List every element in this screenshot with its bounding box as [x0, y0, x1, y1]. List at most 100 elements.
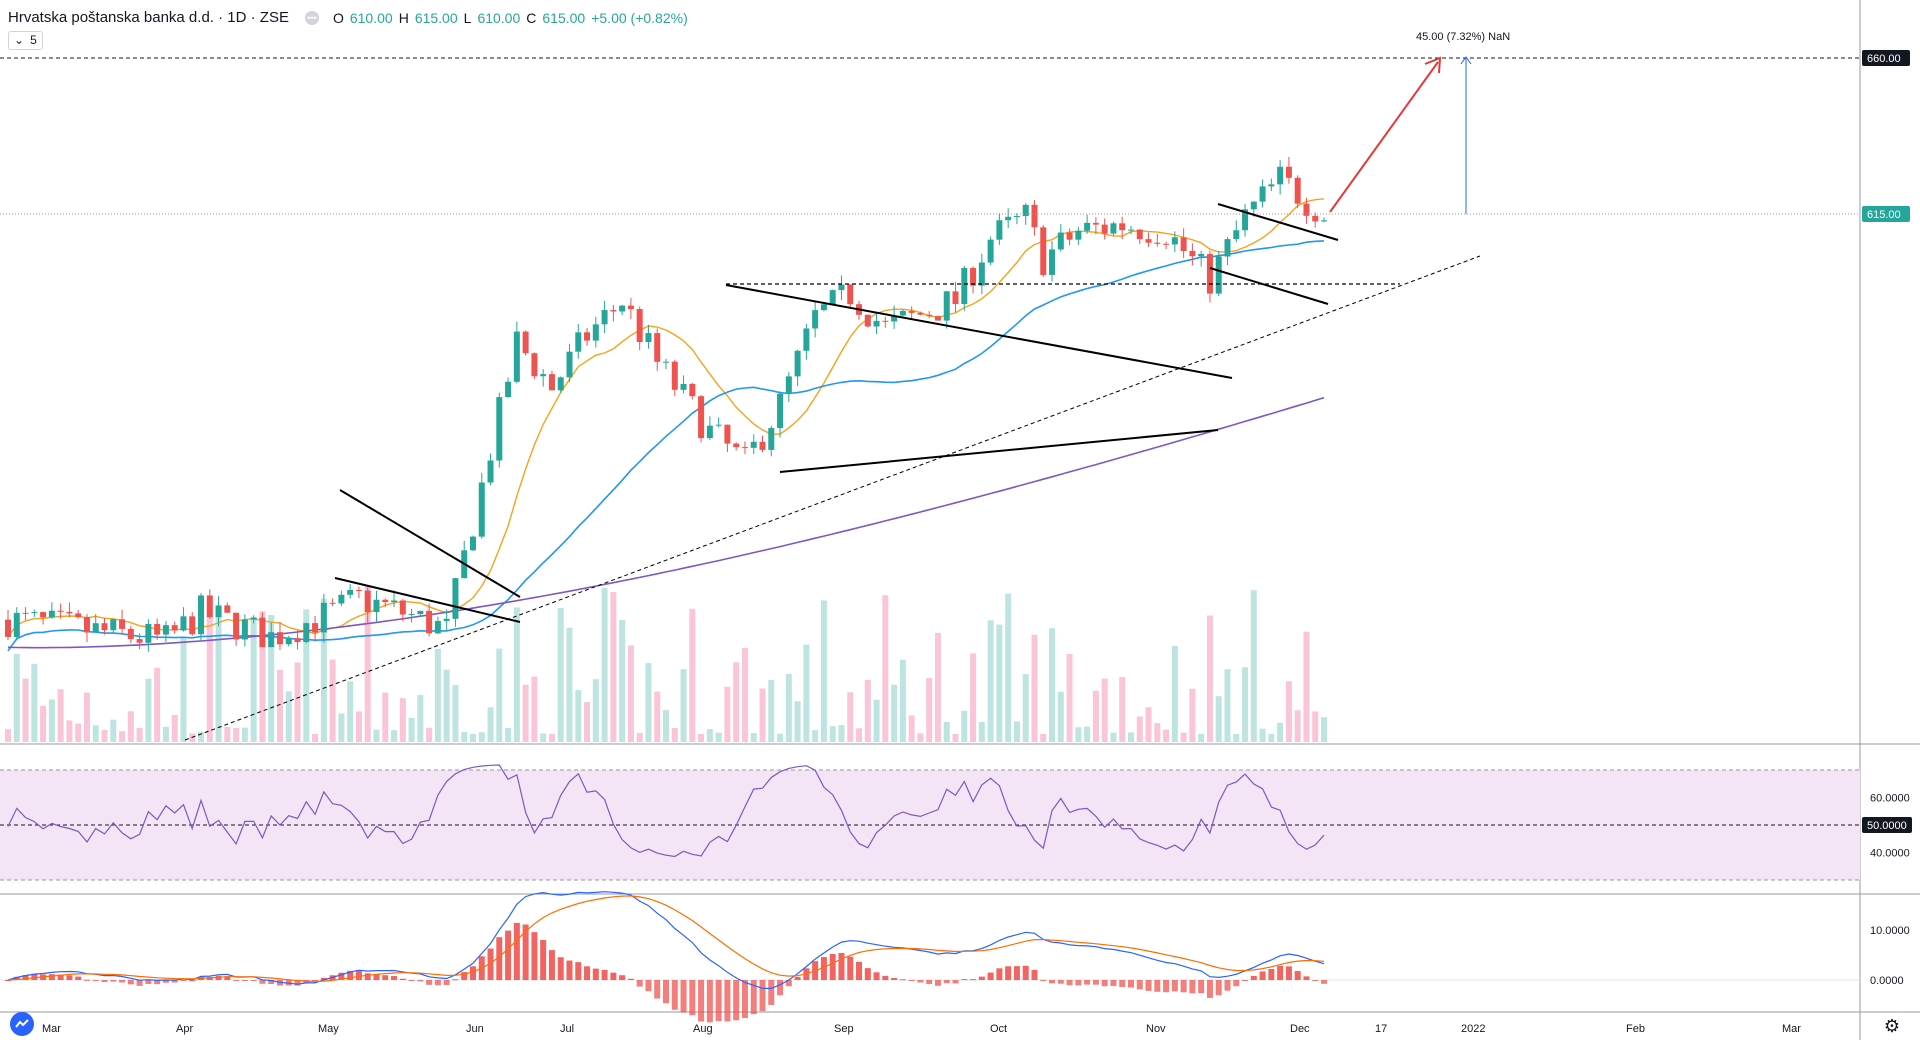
candle-body: [127, 628, 134, 640]
drawing-tools[interactable]: 45.00 (7.32%) NaN: [0, 31, 1860, 741]
candle-body: [48, 610, 55, 618]
macd-histogram-bar: [110, 980, 117, 982]
volume-bar: [119, 731, 126, 742]
volume-bar: [373, 729, 380, 742]
candle-body: [452, 578, 459, 619]
macd-histogram-bar: [241, 980, 248, 981]
macd-histogram-bar: [663, 980, 669, 1004]
candle-body: [1277, 166, 1284, 185]
volume-bar: [575, 690, 582, 742]
macd-histogram-bar: [1163, 980, 1170, 993]
macd-histogram-bar: [917, 980, 924, 983]
volume-bar: [645, 663, 652, 742]
macd-histogram-bar: [1110, 980, 1117, 986]
candle-body: [1101, 224, 1108, 234]
candle-body: [575, 332, 582, 352]
macd-histogram-bar: [259, 980, 266, 984]
candlesticks[interactable]: [5, 156, 1327, 652]
candle-body: [417, 610, 424, 615]
gear-icon[interactable]: ⚙: [1883, 1016, 1901, 1036]
candle-body: [785, 376, 792, 394]
candle-body: [1013, 216, 1020, 218]
macd-line: [7, 891, 1325, 989]
candle-body: [408, 614, 415, 616]
open-label: O: [332, 9, 344, 26]
macd-histogram-bar: [741, 980, 748, 1019]
macd-histogram-bar: [645, 980, 652, 992]
volume-bar: [934, 632, 941, 742]
volume-bar: [671, 728, 678, 742]
volume-bar: [162, 726, 169, 742]
macd-histogram-bar: [1057, 980, 1064, 984]
macd-histogram-bar: [1215, 980, 1222, 996]
indicator-toggle-button[interactable]: ⌄ 5: [8, 31, 43, 50]
macd-histogram-bar: [627, 978, 634, 980]
symbol-title[interactable]: Hrvatska poštanska banka d.d. · 1D · ZSE: [8, 9, 289, 26]
macd-histogram-bar: [426, 980, 433, 985]
candle-body: [1136, 229, 1143, 240]
high-value: 615.00: [414, 9, 458, 26]
trend-line: [1217, 203, 1339, 241]
trend-line: [334, 577, 521, 623]
candle-body: [689, 383, 696, 397]
macd-histogram-bar: [987, 972, 994, 980]
candle-body: [1005, 216, 1012, 221]
candle-body: [250, 617, 257, 620]
macd-histogram-bar: [83, 979, 90, 981]
candle-body: [338, 594, 345, 604]
candle-body: [961, 267, 968, 305]
candle-body: [75, 613, 82, 618]
more-dots-icon[interactable]: •••: [304, 10, 319, 25]
macd-histogram-bar: [233, 980, 240, 981]
macd-pane[interactable]: 10.0000 0.0000: [0, 891, 1910, 1023]
x-tick-label: Jun: [466, 1023, 484, 1035]
macd-histogram-bar: [575, 962, 582, 980]
candle-body: [399, 600, 406, 615]
volume-bar: [899, 659, 906, 742]
rsi-tick-40: 40.0000: [1870, 848, 1910, 860]
candle-body: [241, 619, 248, 640]
candle-body: [434, 621, 441, 634]
volume-bar: [320, 598, 327, 742]
macd-histogram-bar: [434, 980, 441, 986]
volume-bar: [987, 620, 994, 742]
macd-histogram-bar: [1092, 980, 1099, 985]
volume-bar: [636, 732, 643, 742]
macd-histogram-bar: [294, 980, 301, 986]
macd-histogram-bar: [522, 924, 529, 980]
volume-bar: [777, 733, 784, 742]
volume-bar: [259, 611, 266, 742]
candle-body: [1312, 215, 1319, 222]
candle-body: [391, 600, 398, 603]
high-label: H: [398, 9, 409, 26]
macd-histogram-bar: [636, 980, 643, 987]
macd-histogram-bar: [706, 980, 713, 1023]
ma-slow-line: [7, 396, 1325, 649]
macd-histogram-bar: [408, 980, 415, 981]
volume-bar: [864, 679, 871, 742]
x-tick-label: Nov: [1146, 1023, 1166, 1035]
candle-body: [66, 611, 73, 614]
macd-histogram-bar: [1233, 980, 1240, 987]
tradingview-logo-icon[interactable]: [10, 1012, 34, 1036]
candle-body: [987, 239, 994, 263]
volume-bar: [680, 669, 687, 742]
candle-body: [680, 383, 687, 390]
signal-line: [7, 895, 1325, 983]
candle-body: [706, 425, 713, 439]
volume-bar: [1136, 716, 1143, 742]
volume-bar: [13, 653, 20, 742]
macd-histogram-bar: [119, 980, 126, 983]
macd-histogram-bar: [601, 969, 608, 980]
price-label-615-bg: [1862, 206, 1910, 222]
candle-body: [978, 262, 985, 286]
symbol-header: Hrvatska poštanska banka d.d. · 1D · ZSE…: [8, 9, 688, 26]
candle-body: [794, 350, 801, 377]
candle-body: [31, 612, 38, 614]
volume-bar: [417, 695, 424, 742]
candle-body: [566, 351, 573, 378]
rsi-pane[interactable]: 60.0000 50.0000 40.0000: [0, 764, 1912, 881]
ma-mid-line: [7, 240, 1325, 652]
